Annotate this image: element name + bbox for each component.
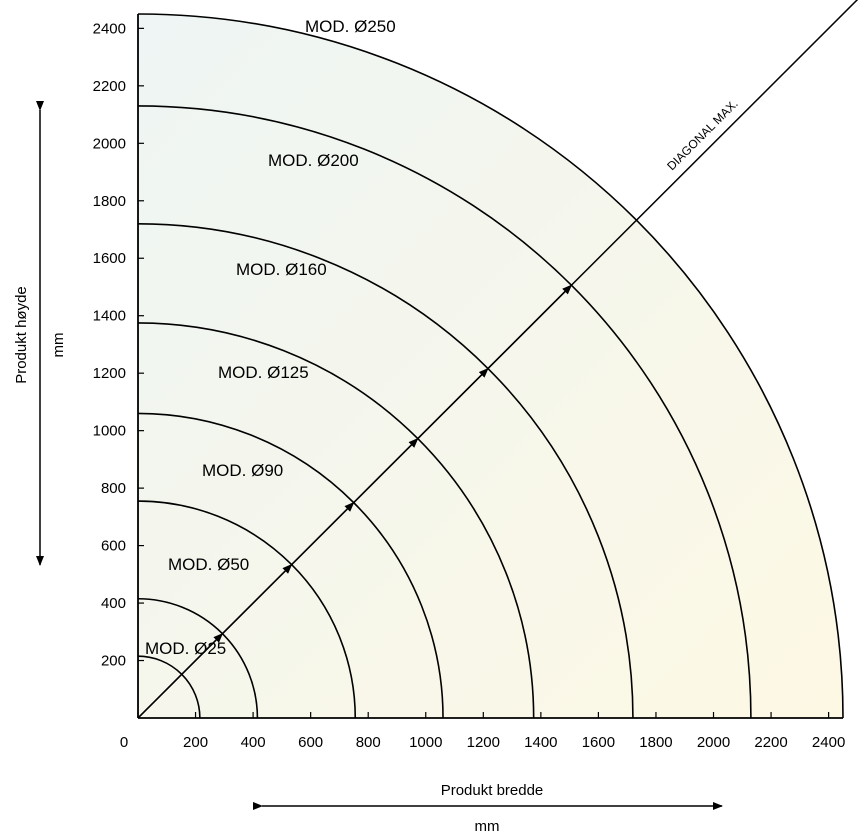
plot-area: MOD. Ø25 MOD. Ø50 MOD. Ø90 MOD. Ø125 MOD. Ø1… xyxy=(137,0,859,719)
arc-label: MOD. Ø200 xyxy=(268,151,359,170)
x-axis-title: Produkt bredde xyxy=(441,782,544,799)
arc-label: MOD. Ø50 xyxy=(168,555,249,574)
y-tick-label: 1000 xyxy=(93,423,126,440)
x-tick-label: 1400 xyxy=(524,734,557,751)
axes: 0 200 400 600 800 1000 1200 1400 1600 1800 2000 220… xyxy=(93,14,845,751)
x-tick-label: 600 xyxy=(298,734,323,751)
x-axis-unit: mm xyxy=(475,818,500,835)
y-tick-label: 600 xyxy=(101,538,126,555)
y-tick-label: 1800 xyxy=(93,193,126,210)
x-tick-label: 1200 xyxy=(467,734,500,751)
y-tick-label: 2000 xyxy=(93,135,126,152)
x-tick-label: 1600 xyxy=(582,734,615,751)
arc-label: MOD. Ø25 xyxy=(145,639,226,658)
diagonal-arrow xyxy=(291,501,355,566)
diagonal-arrow xyxy=(221,563,293,635)
arc-label: MOD. Ø160 xyxy=(236,260,327,279)
y-axis-title: Produkt høyde xyxy=(13,286,30,384)
arc-label: MOD. Ø90 xyxy=(202,461,283,480)
x-tick-label: 0 xyxy=(120,734,128,751)
arc-label: MOD. Ø250 xyxy=(305,17,396,36)
x-tick-label: 1000 xyxy=(409,734,442,751)
x-tick-label: 2200 xyxy=(754,734,787,751)
y-tick-label: 1200 xyxy=(93,365,126,382)
arc-label: MOD. Ø125 xyxy=(218,363,309,382)
diagonal-label: DIAGONAL MAX. xyxy=(664,97,741,174)
x-tick-label: 800 xyxy=(356,734,381,751)
y-tick-label: 1400 xyxy=(93,308,126,325)
diagonal-arrow xyxy=(137,632,224,719)
diagonal-arrow xyxy=(487,284,573,370)
x-tick-label: 1800 xyxy=(639,734,672,751)
x-tick-label: 400 xyxy=(241,734,266,751)
y-tick-label: 2400 xyxy=(93,20,126,37)
y-tick-label: 2200 xyxy=(93,78,126,95)
x-tick-label: 2400 xyxy=(812,734,845,751)
y-tick-label: 800 xyxy=(101,480,126,497)
y-tick-label: 1600 xyxy=(93,250,126,267)
x-tick-label: 200 xyxy=(183,734,208,751)
y-axis-unit: mm xyxy=(50,333,67,358)
diagonal-arrow xyxy=(353,437,419,504)
y-tick-label: 400 xyxy=(101,595,126,612)
y-tick-label: 200 xyxy=(101,653,126,670)
x-tick-label: 2000 xyxy=(697,734,730,751)
diagonal-arrow xyxy=(417,367,489,440)
